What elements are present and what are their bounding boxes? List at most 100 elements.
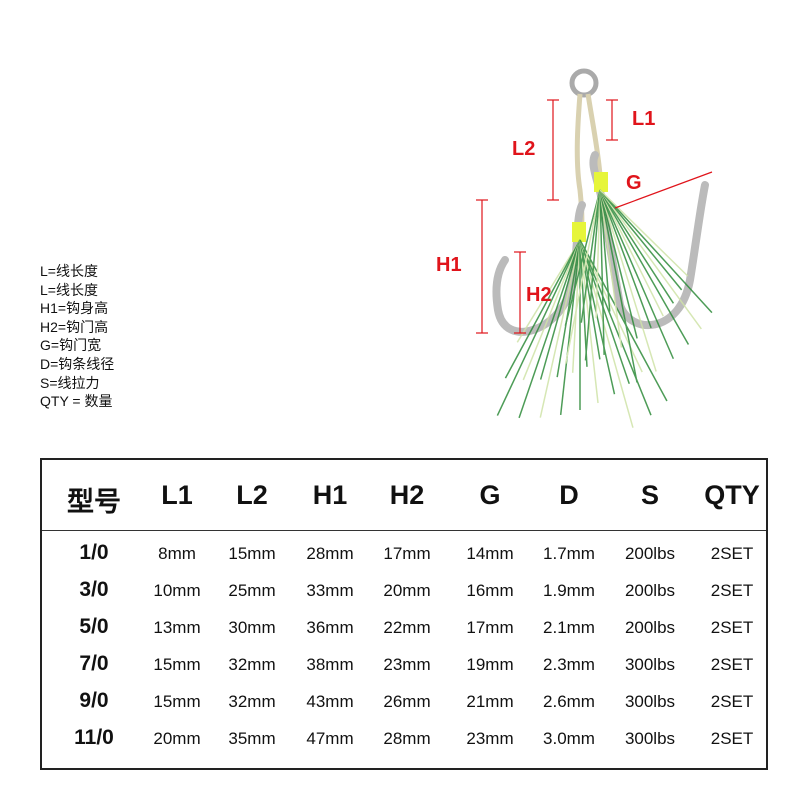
column-header: G (479, 480, 501, 510)
flash-strand (599, 189, 713, 314)
table-cell: 20mm (153, 729, 201, 748)
flash-strand (599, 189, 702, 330)
column-header: H1 (312, 480, 348, 510)
flash-strand (522, 239, 581, 381)
flash-strand (599, 189, 675, 360)
flash-strand (559, 239, 581, 416)
table-cell: 200lbs (624, 618, 676, 637)
label-h1: H1 (436, 254, 462, 276)
table-cell: 2SET (710, 655, 754, 674)
table-cell: 35mm (228, 729, 276, 748)
legend-item: QTY = 数量 (40, 393, 113, 410)
table-cell: 2SET (710, 729, 754, 748)
table-cell: 2SET (710, 544, 754, 563)
legend-item: H2=钩门高 (40, 318, 109, 335)
table-cell: 1.7mm (543, 544, 595, 563)
table-row: 3/0 10mm 25mm 33mm 20mm 16mm 1.9mm 200lbs 2SET (42, 578, 766, 618)
column-header: L1 (161, 480, 193, 510)
table-cell: 2.3mm (543, 655, 595, 674)
flash-strand (516, 239, 581, 343)
label-l1: L1 (632, 108, 656, 130)
column-header: QTY (704, 480, 760, 510)
table-cell: 200lbs (624, 544, 676, 563)
abbreviation-legend: L=线长度 L=线长度 H1=钩身高 H2=钩门高 G=钩门宽 D=钩条线径 S=线拉力 QT… (40, 262, 114, 411)
table-row: 9/0 15mm 32mm 43mm 26mm 21mm 2.6mm 300lbs 2SET (42, 689, 766, 729)
table-cell: 200lbs (624, 581, 676, 600)
model-cell: 7/0 (79, 652, 109, 675)
flash-strand (599, 189, 683, 291)
table-cell: 1.9mm (543, 581, 595, 600)
model-cell: 9/0 (79, 689, 109, 712)
table-cell: 19mm (466, 655, 514, 674)
column-header: H2 (389, 480, 425, 510)
table-cell: 2.1mm (543, 618, 595, 637)
flash-strand (564, 189, 601, 326)
table-cell: 22mm (383, 618, 431, 637)
legend-item: G=钩门宽 (40, 337, 102, 354)
table-cell: 13mm (153, 618, 201, 637)
table-cell: 28mm (383, 729, 431, 748)
flash-strand (599, 189, 664, 317)
flash-strand (599, 189, 638, 339)
label-h2: H2 (526, 284, 552, 306)
table-cell: 16mm (466, 581, 514, 600)
assist-hook-illustration (476, 68, 713, 428)
column-header: D (559, 480, 579, 510)
table-row: 11/0 20mm 35mm 47mm 28mm 23mm 3.0mm 300lbs 2SET (42, 726, 766, 766)
table-cell: 26mm (383, 692, 431, 711)
flash-strand (599, 189, 657, 372)
legend-item: H1=钩身高 (40, 300, 109, 317)
table-cell: 2SET (710, 581, 754, 600)
table-cell: 300lbs (624, 692, 676, 711)
table-cell: 20mm (383, 581, 431, 600)
table-cell: 17mm (383, 544, 431, 563)
table-cell: 300lbs (624, 655, 676, 674)
column-header: L2 (236, 480, 268, 510)
table-cell: 23mm (466, 729, 514, 748)
flash-strand (599, 189, 689, 277)
table-cell: 17mm (466, 618, 514, 637)
label-l2: L2 (512, 138, 536, 160)
model-cell: 1/0 (79, 541, 109, 564)
table-cell: 10mm (153, 581, 201, 600)
table-cell: 15mm (153, 692, 201, 711)
legend-item: D=钩条线径 (40, 355, 115, 372)
table-cell: 3.0mm (543, 729, 595, 748)
table-cell: 36mm (306, 618, 354, 637)
flash-strand (599, 189, 675, 304)
flash-strand (580, 189, 601, 323)
table-cell: 8mm (158, 544, 196, 563)
table-cell: 2SET (710, 618, 754, 637)
flash-strand (599, 189, 638, 383)
flash-strand (539, 239, 581, 380)
table-cell: 23mm (383, 655, 431, 674)
size-spec-table: 型号 L1 L2 H1 H2 G D S QTY 1/0 8mm 15mm 28mm 17mm 14mm 1… (40, 458, 768, 770)
flash-strand (579, 239, 630, 385)
column-header: S (640, 480, 660, 510)
table-cell: 21mm (466, 692, 514, 711)
model-cell: 3/0 (79, 578, 109, 601)
flash-strand (599, 189, 611, 312)
flash-strand (504, 239, 581, 379)
flash-strand (496, 239, 581, 416)
table-cell: 2.6mm (543, 692, 595, 711)
legend-item: L=线长度 (40, 263, 98, 279)
flash-strand (579, 239, 652, 416)
model-cell: 11/0 (74, 726, 114, 749)
table-cell: 33mm (306, 581, 354, 600)
table-row: 1/0 8mm 15mm 28mm 17mm 14mm 1.7mm 200lbs 2SET (42, 541, 766, 581)
table-cell: 32mm (228, 655, 276, 674)
flash-strand (518, 239, 581, 419)
table-cell: 2SET (710, 692, 754, 711)
table-cell: 43mm (306, 692, 354, 711)
flash-strand (599, 189, 623, 348)
legend-item: L=线长度 (40, 281, 98, 298)
flash-strand (599, 189, 690, 345)
table-cell: 14mm (466, 544, 514, 563)
table-row: 5/0 13mm 30mm 36mm 22mm 17mm 2.1mm 200lbs 2SET (42, 615, 766, 655)
table-cell: 28mm (306, 544, 354, 563)
label-g: G (626, 172, 642, 194)
table-cell: 38mm (306, 655, 354, 674)
table-cell: 30mm (228, 618, 276, 637)
